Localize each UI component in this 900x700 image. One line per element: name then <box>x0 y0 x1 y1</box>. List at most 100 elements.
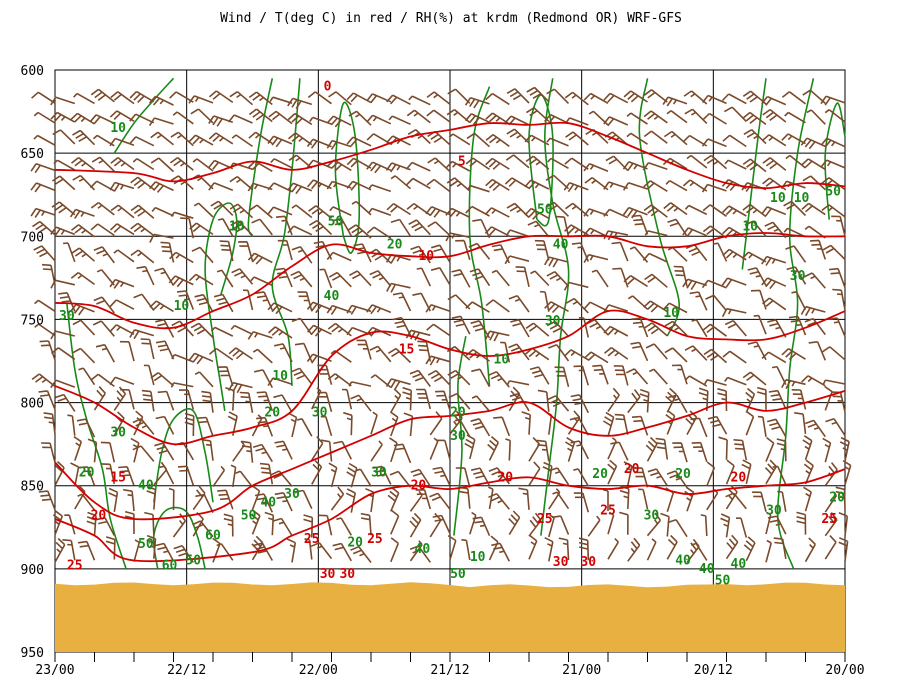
wind-barb <box>109 181 135 192</box>
wind-barb <box>655 437 669 460</box>
wind-barb <box>43 412 56 435</box>
ground-fill <box>55 581 845 652</box>
wind-barb <box>664 320 688 336</box>
wind-barb <box>217 366 234 387</box>
rh-contour-label: 20 <box>264 406 280 421</box>
wind-barb <box>666 470 688 488</box>
wind-barb <box>408 219 431 236</box>
wind-barb <box>159 465 175 485</box>
wind-barb <box>170 175 194 190</box>
wind-barb <box>355 468 372 487</box>
wind-barb <box>287 182 313 195</box>
wind-barb <box>425 355 451 366</box>
wind-barb <box>741 251 767 263</box>
rh-contour-label: 50 <box>138 537 154 552</box>
wind-barb <box>722 248 747 261</box>
wind-barb <box>586 319 609 336</box>
wind-barb <box>78 367 96 386</box>
wind-barb <box>193 202 214 218</box>
wind-barb <box>504 255 530 265</box>
wind-barb <box>466 132 491 148</box>
wind-barb <box>50 279 75 289</box>
wind-barb <box>764 459 777 485</box>
wind-barb <box>92 320 115 337</box>
temperature-contour-label: 20 <box>497 470 513 485</box>
wind-barb <box>54 461 65 486</box>
wind-barb <box>77 493 96 511</box>
wind-barb <box>77 540 96 561</box>
wind-barb <box>31 91 56 104</box>
wind-barb <box>86 511 97 536</box>
wind-barb <box>369 345 392 363</box>
wind-barb <box>173 544 194 563</box>
wind-barb <box>129 90 155 103</box>
wind-barb <box>761 95 787 106</box>
wind-barb <box>537 389 550 412</box>
wind-barb <box>108 487 119 513</box>
wind-barb <box>607 537 619 560</box>
wind-barb <box>633 467 649 488</box>
wind-barb <box>822 244 846 260</box>
wind-barb <box>762 108 787 123</box>
wind-barb <box>555 215 570 237</box>
wind-barb <box>742 90 767 105</box>
wind-barb <box>500 341 511 363</box>
wind-barb <box>41 263 56 286</box>
wind-barb <box>662 302 688 314</box>
wind-barb <box>558 537 570 561</box>
wind-barb <box>643 204 668 218</box>
wind-barb <box>326 251 352 262</box>
wind-barb <box>247 252 273 265</box>
wind-barb <box>607 387 620 413</box>
wind-barb <box>425 206 451 218</box>
wind-barb <box>389 470 412 488</box>
wind-barb <box>465 301 490 313</box>
wind-barb <box>642 162 668 171</box>
wind-barb <box>154 267 175 287</box>
wind-barb <box>689 291 708 311</box>
wind-barb <box>328 271 352 288</box>
wind-barb <box>525 155 550 170</box>
wind-barb <box>78 466 96 486</box>
wind-barb <box>429 411 443 436</box>
wind-barb <box>583 162 609 173</box>
wind-barb <box>469 268 491 287</box>
rh-contour-label: 40 <box>324 289 340 304</box>
wind-barb <box>583 92 609 104</box>
wind-barb <box>41 442 56 463</box>
wind-barb <box>410 468 431 487</box>
wind-barb <box>485 157 510 170</box>
wind-barb <box>724 159 747 170</box>
rh-contour-label: 30 <box>790 269 806 284</box>
wind-barb <box>701 183 727 193</box>
wind-barb <box>721 93 747 105</box>
wind-barb <box>389 437 398 463</box>
temperature-contour-label: 30 <box>580 555 596 570</box>
wind-barb <box>100 441 116 463</box>
wind-barb <box>721 277 747 288</box>
wind-barb <box>704 379 727 386</box>
wind-barb <box>645 436 658 462</box>
wind-barb <box>38 490 56 510</box>
wind-barb <box>148 181 174 193</box>
wind-barb <box>484 330 510 342</box>
rh-contour-50 <box>824 102 846 220</box>
rh-contour-10 <box>113 77 175 154</box>
x-tick-label: 23/00 <box>35 663 74 678</box>
wind-barb <box>528 512 542 537</box>
wind-barb <box>741 459 752 484</box>
rh-contour-label: 40 <box>415 542 431 557</box>
wind-barb <box>569 416 590 436</box>
wind-barb <box>91 156 115 172</box>
wind-barb <box>317 391 333 413</box>
wind-barb <box>386 282 411 293</box>
wind-barb <box>270 158 293 169</box>
wind-barb <box>470 418 491 437</box>
wind-barb <box>252 348 273 364</box>
wind-barb <box>470 320 491 339</box>
wind-barb <box>247 331 273 340</box>
wind-barb <box>484 207 510 218</box>
wind-barb <box>386 203 411 216</box>
wind-barb <box>720 513 731 538</box>
wind-barb <box>32 220 56 236</box>
